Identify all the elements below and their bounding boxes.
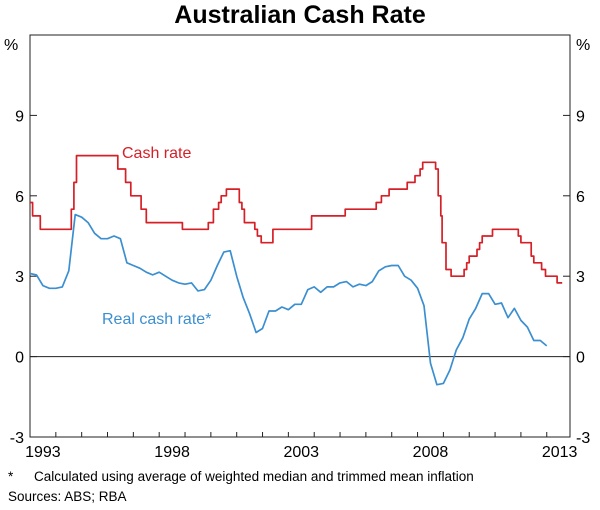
chart-title: Australian Cash Rate [174, 1, 426, 29]
plot-frame [29, 34, 571, 438]
y-tick-label-right: 6 [576, 189, 585, 206]
x-tick-label: 1993 [25, 444, 61, 461]
sources: Sources: ABS; RBA [8, 489, 127, 504]
footnote-marker: * [8, 469, 14, 484]
y-tick-label-left: 0 [15, 350, 24, 367]
x-tick-label: 2003 [283, 444, 319, 461]
cash-rate-line [30, 154, 563, 284]
y-tick-label-left: 9 [15, 108, 24, 125]
footnote-text: Calculated using average of weighted med… [34, 469, 474, 484]
y-tick-label-right: 0 [576, 350, 585, 367]
axes: -3 -3 0 0 3 3 6 6 9 9 1993 1998 2003 2008 2013 [10, 108, 591, 461]
x-tick-label: 2008 [413, 444, 449, 461]
series [29, 154, 563, 386]
y-tick-label-left: -3 [10, 430, 24, 447]
x-tick-label: 1998 [154, 444, 190, 461]
x-tick-label: 2013 [542, 444, 578, 461]
y-unit-right: % [576, 37, 590, 54]
y-tick-label-right: 3 [576, 269, 585, 286]
footnote: * Calculated using average of weighted me… [8, 468, 474, 486]
y-unit-left: % [4, 37, 18, 54]
cash-rate-label: Cash rate [122, 145, 191, 162]
y-tick-label-left: 3 [15, 269, 24, 286]
real-cash-rate-line [29, 213, 548, 386]
y-tick-label-right: 9 [576, 108, 585, 125]
y-tick-label-right: -3 [576, 430, 590, 447]
real-cash-rate-label: Real cash rate* [102, 311, 211, 328]
y-tick-label-left: 6 [15, 189, 24, 206]
